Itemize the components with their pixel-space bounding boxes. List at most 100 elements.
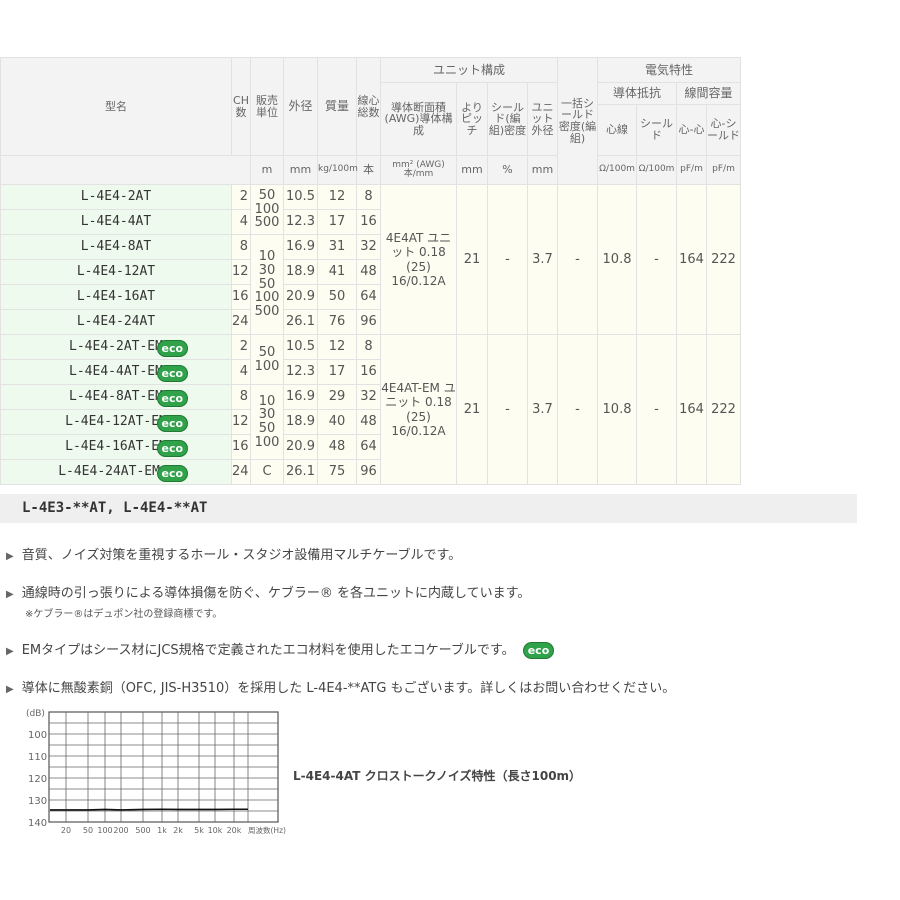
eco-badge: eco (156, 415, 189, 433)
unit-unit-od: mm (526, 155, 559, 185)
unit-conductor: mm² (AWG) 本/mm (380, 155, 457, 185)
unit-pitch: mm (456, 155, 488, 185)
unit-cc: pF/m (676, 155, 708, 185)
cores-cell: 16 (356, 359, 381, 385)
sales-unit-cell: C (250, 459, 284, 485)
model-name[interactable]: L-4E4-2AT (0, 184, 232, 210)
ch-cell: 4 (231, 209, 251, 235)
bullet-text: 音質、ノイズ対策を重視するホール・スタジオ設備用マルチケーブルです。 (21, 548, 462, 563)
model-name-text: L-4E4-2AT-EM (69, 339, 163, 355)
trademark-note: ※ケブラー®はデュポン社の登録商標です。 (25, 609, 223, 620)
shield-cell: - (487, 184, 528, 335)
model-name[interactable]: L-4E4-8AT-EM eco (0, 384, 232, 410)
header-elec: 電気特性 (597, 57, 742, 83)
cores-cell: 96 (356, 459, 381, 485)
y-tick-label: 100 (28, 730, 47, 741)
ch-cell: 2 (231, 334, 251, 360)
model-name-text: L-4E4-24AT (76, 314, 156, 330)
header-unit-od: ユニット外径 (526, 82, 559, 156)
header-mass: 質量 (317, 57, 357, 156)
od-cell: 12.3 (283, 209, 318, 235)
core-resist-cell: 10.8 (597, 184, 638, 335)
model-name[interactable]: L-4E4-4AT-EM eco (0, 359, 232, 385)
model-name[interactable]: L-4E4-24AT (0, 309, 232, 335)
od-cell: 26.1 (283, 459, 318, 485)
table-row: L-4E4-24AT 24 26.1 76 96 (0, 309, 741, 335)
header-pitch: よりピッチ (456, 82, 488, 156)
cores-cell: 48 (356, 409, 381, 435)
y-tick-label: 130 (28, 796, 47, 807)
mass-cell: 76 (317, 309, 357, 335)
cc-cap-cell: 164 (676, 184, 708, 335)
header-ch: CH数 (231, 57, 251, 156)
ch-cell: 2 (231, 184, 251, 210)
x-tick-label: 20 (61, 826, 71, 835)
bullet-icon: ▶ (6, 589, 14, 600)
cores-cell: 32 (356, 234, 381, 260)
table-row: L-4E4-2AT 2 50 100 500 10.5 12 8 4E4AT ユニット 0.… (0, 184, 742, 335)
ch-cell: 16 (231, 284, 251, 310)
x-tick-label: 1k (157, 826, 167, 835)
eco-badge: eco (156, 390, 189, 408)
mass-cell: 48 (317, 434, 357, 460)
header-cs: 心-シールド (706, 104, 742, 156)
header-conductor: 導体断面積(AWG)導体構成 (380, 82, 457, 156)
shield-resist-cell: - (636, 184, 678, 335)
bullet-icon: ▶ (6, 684, 14, 695)
model-name[interactable]: L-4E4-24AT-EM ★eco (0, 459, 232, 485)
table-row: L-4E4-8AT-EM eco 8 10 30 50 100 16.9 29 32 (0, 384, 741, 460)
model-name[interactable]: L-4E4-16AT (0, 284, 232, 310)
conductor-cell: 4E4AT ユニット 0.18 (25) 16/0.12A (380, 184, 457, 335)
x-tick-label: 10k (208, 826, 223, 835)
core-resist-cell: 10.8 (597, 334, 638, 485)
ch-cell: 12 (231, 259, 251, 285)
model-name[interactable]: L-4E4-12AT (0, 259, 232, 285)
od-cell: 20.9 (283, 284, 318, 310)
header-resist: 導体抵抗 (597, 82, 678, 105)
bullet-item: ▶ 通線時の引っ張りによる導体損傷を防ぐ、ケブラー® を各ユニットに内蔵しています… (6, 582, 530, 601)
header-overall-shield: 一括シールド密度(編組) (557, 57, 599, 185)
mass-cell: 17 (317, 359, 357, 385)
model-name-text: L-4E4-16AT (76, 289, 156, 305)
series-line (50, 808, 248, 811)
unit-shield: % (487, 155, 528, 185)
ch-cell: 8 (231, 234, 251, 260)
header-model: 型名 (0, 57, 232, 156)
x-axis-label: 周波数(Hz) (248, 825, 286, 835)
model-name[interactable]: L-4E4-4AT (0, 209, 232, 235)
od-cell: 18.9 (283, 409, 318, 435)
table-row: L-4E4-16AT-EM eco 16 20.9 48 64 (0, 434, 741, 460)
header-cores: 線心総数 (356, 57, 381, 156)
x-tick-label: 2k (173, 826, 183, 835)
cores-cell: 96 (356, 309, 381, 335)
x-tick-label: 50 (83, 826, 93, 835)
sales-unit-cell: 10 30 50 100 500 (250, 234, 284, 335)
conductor-cell: 4E4AT-EM ユニット 0.18 (25) 16/0.12A (380, 334, 457, 485)
model-name[interactable]: L-4E4-16AT-EM eco (0, 434, 232, 460)
mass-cell: 50 (317, 284, 357, 310)
unit-od-cell: 3.7 (526, 334, 559, 485)
model-name[interactable]: L-4E4-12AT-EM eco (0, 409, 232, 435)
header-cc: 心-心 (676, 104, 708, 156)
model-name[interactable]: L-4E4-8AT (0, 234, 232, 260)
od-cell: 26.1 (283, 309, 318, 335)
bullet-text: 導体に無酸素銅（OFC, JIS-H3510）を採用した L-4E4-**ATG… (21, 681, 676, 696)
ch-cell: 24 (231, 309, 251, 335)
shield-resist-cell: - (636, 334, 678, 485)
cc-cap-cell: 164 (676, 334, 708, 485)
unit-od-cell: 3.7 (526, 184, 559, 335)
model-name-text: L-4E4-24AT-EM (58, 464, 160, 480)
series-title: L-4E3-**AT, L-4E4-**AT (0, 494, 857, 523)
sales-unit-cell: 50 100 (250, 334, 284, 385)
model-name-text: L-4E4-12AT-EM (65, 414, 167, 430)
header-od: 外径 (283, 57, 318, 156)
od-cell: 16.9 (283, 384, 318, 410)
model-name[interactable]: L-4E4-2AT-EM eco (0, 334, 232, 360)
header-shield-r: シールド (636, 104, 678, 156)
cores-cell: 8 (356, 184, 381, 210)
header-shield: シールド(編組)密度 (487, 82, 528, 156)
bullet-icon: ▶ (6, 646, 14, 657)
cs-cap-cell: 222 (706, 334, 742, 485)
